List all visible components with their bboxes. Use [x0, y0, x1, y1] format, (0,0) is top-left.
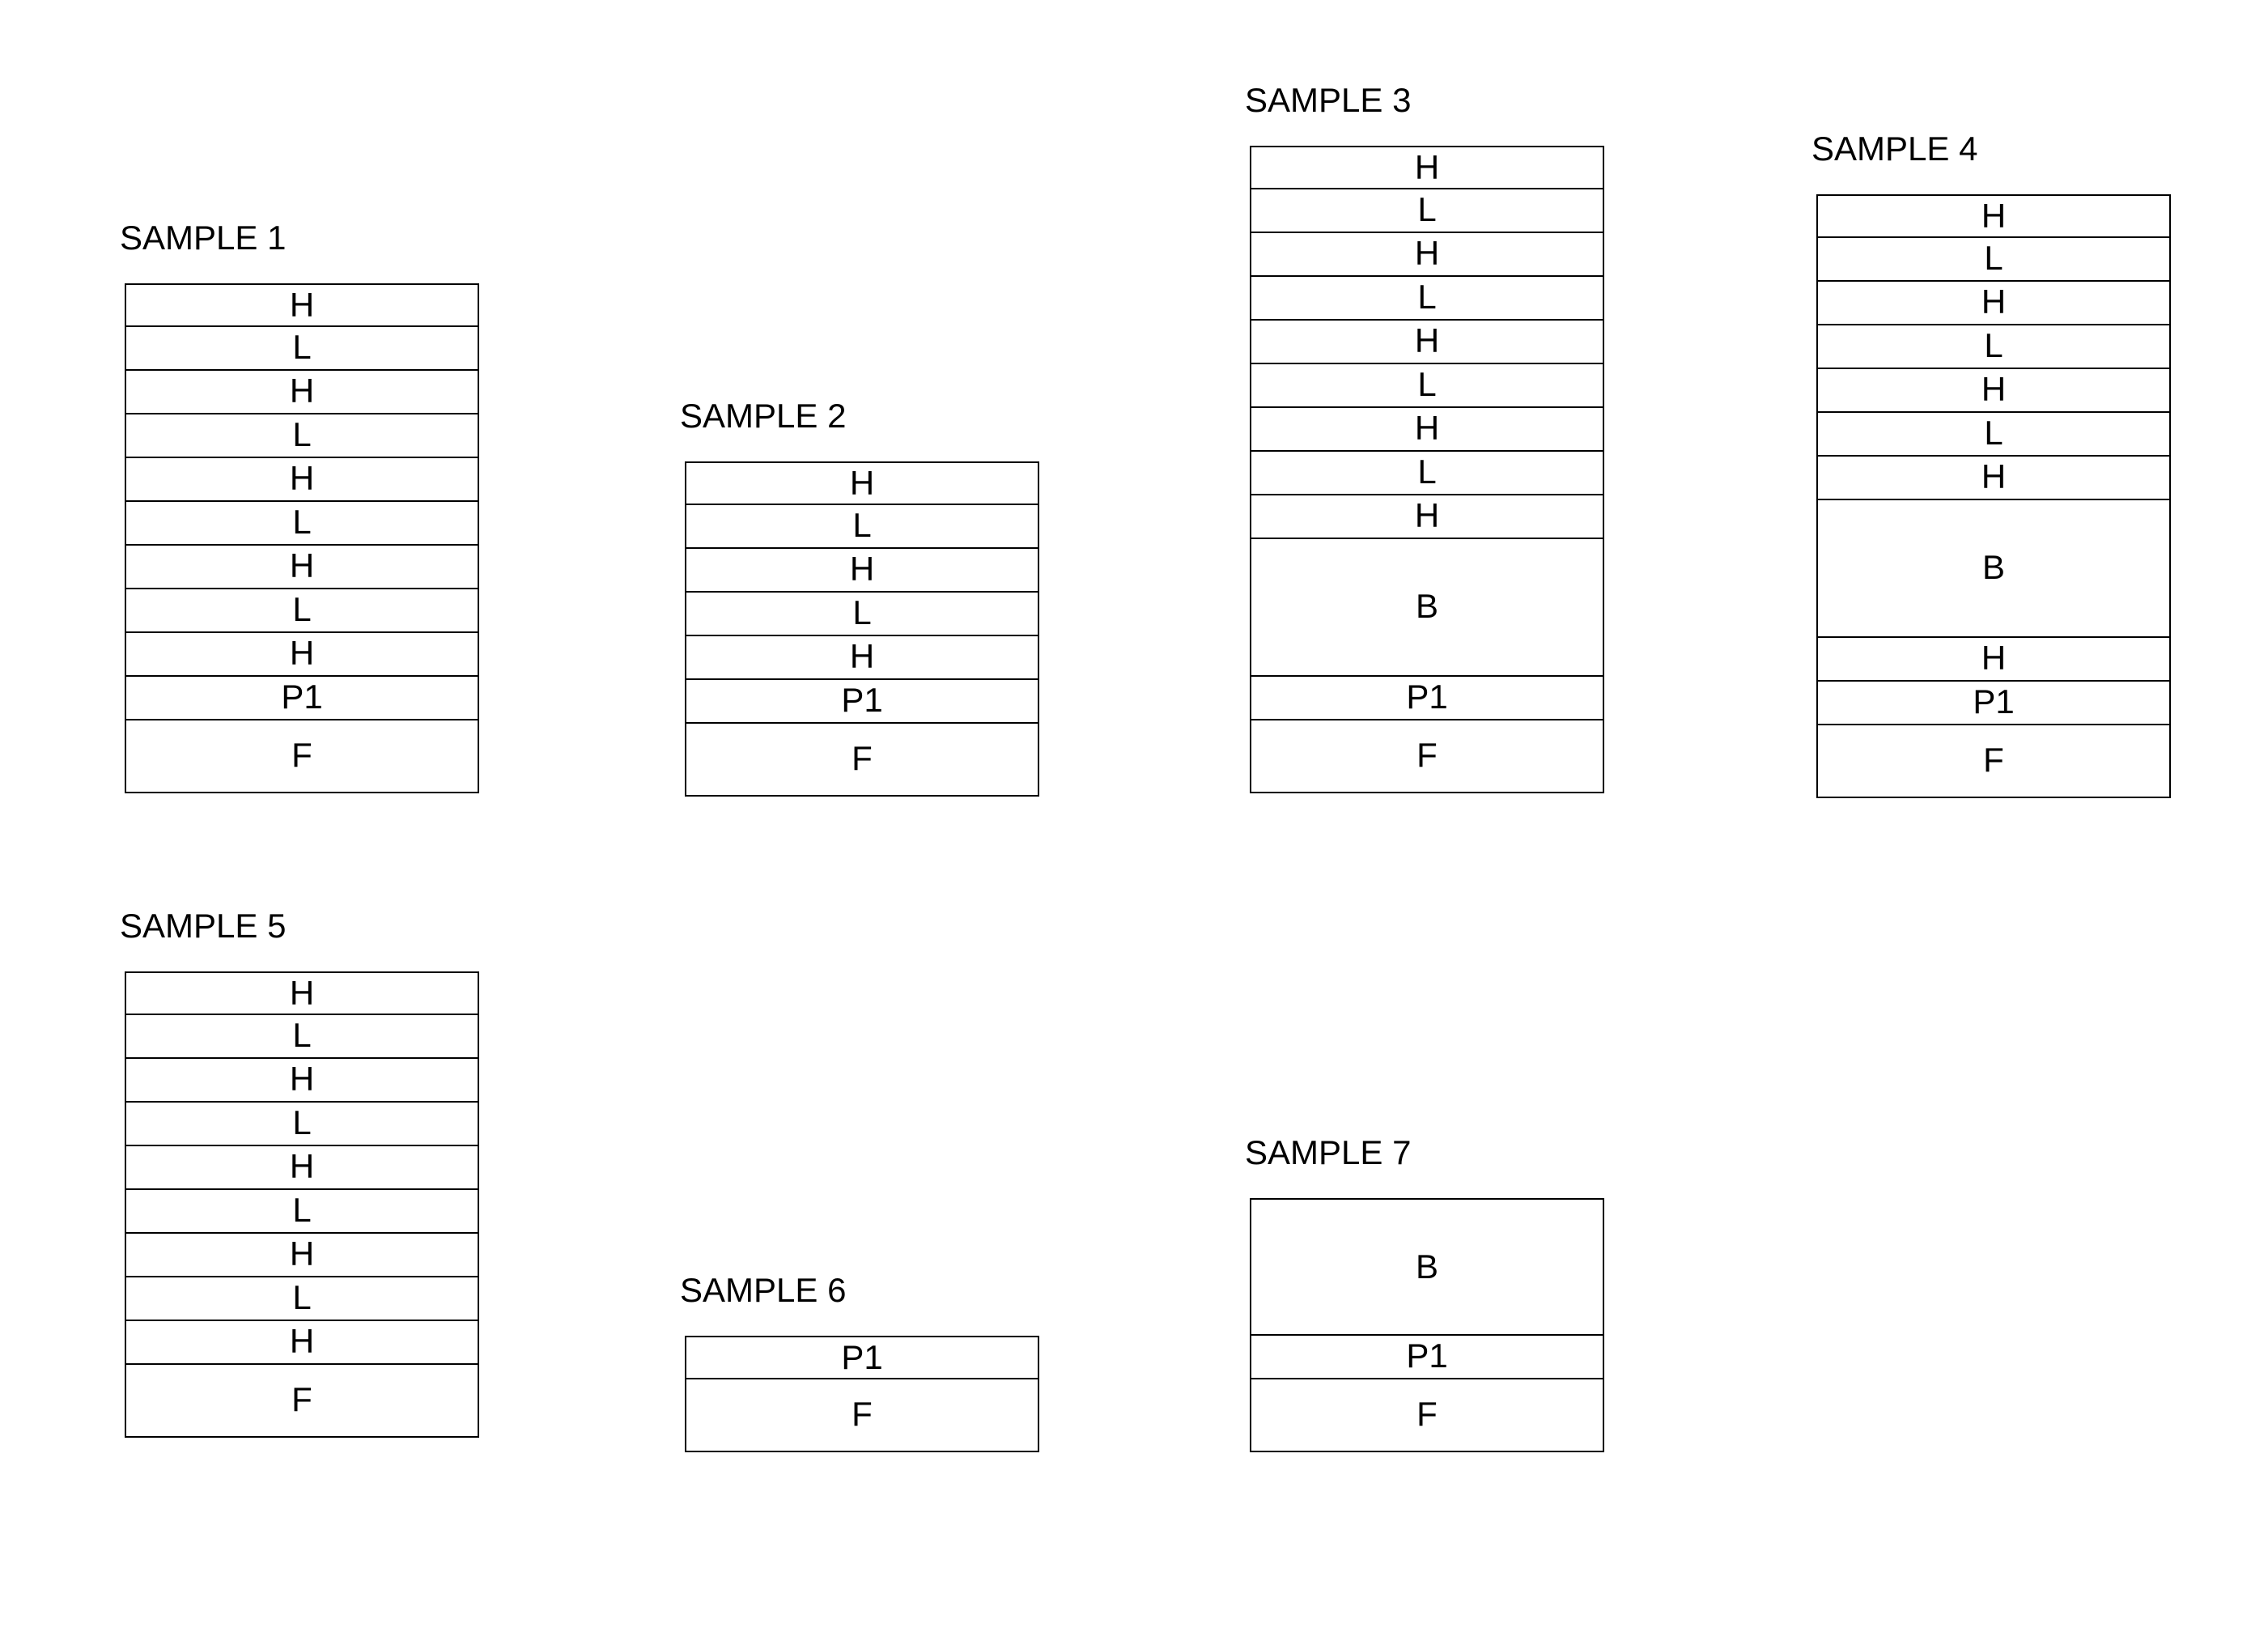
sample-2-row-5: P1	[685, 680, 1039, 724]
sample-4-row-10: F	[1816, 725, 2171, 798]
sample-3-row-2: H	[1250, 233, 1604, 277]
sample-3-row-9: B	[1250, 539, 1604, 677]
sample-7-row-2: F	[1250, 1379, 1604, 1452]
sample-1-row-5: L	[125, 502, 479, 546]
sample-1-row-4: H	[125, 458, 479, 502]
sample-1-row-8: H	[125, 633, 479, 677]
sample-5-row-0: H	[125, 971, 479, 1015]
sample-5-row-8: H	[125, 1321, 479, 1365]
sample-4-row-0: H	[1816, 194, 2171, 238]
sample-5-stack: HLHLHLHLHF	[125, 971, 479, 1438]
sample-4-row-5: L	[1816, 413, 2171, 457]
sample-2-row-4: H	[685, 636, 1039, 680]
sample-4-row-7: B	[1816, 500, 2171, 638]
sample-1-row-2: H	[125, 371, 479, 414]
sample-1-row-3: L	[125, 414, 479, 458]
sample-2-row-3: L	[685, 593, 1039, 636]
sample-4-row-1: L	[1816, 238, 2171, 282]
sample-1-row-0: H	[125, 283, 479, 327]
sample-3-row-0: H	[1250, 146, 1604, 189]
sample-3-row-8: H	[1250, 495, 1604, 539]
sample-2-row-2: H	[685, 549, 1039, 593]
sample-3-row-6: H	[1250, 408, 1604, 452]
sample-1-stack: HLHLHLHLHP1F	[125, 283, 479, 793]
sample-3-row-4: H	[1250, 321, 1604, 364]
sample-6-row-1: F	[685, 1379, 1039, 1452]
sample-2-row-1: L	[685, 505, 1039, 549]
sample-4-title: SAMPLE 4	[1811, 130, 1977, 168]
sample-7-row-1: P1	[1250, 1336, 1604, 1379]
sample-5-row-6: H	[125, 1234, 479, 1277]
sample-1-row-6: H	[125, 546, 479, 589]
sample-4-row-6: H	[1816, 457, 2171, 500]
sample-3-row-1: L	[1250, 189, 1604, 233]
sample-2-row-6: F	[685, 724, 1039, 797]
sample-7-row-0: B	[1250, 1198, 1604, 1336]
sample-6-stack: P1F	[685, 1336, 1039, 1452]
sample-5-row-2: H	[125, 1059, 479, 1103]
sample-5-row-9: F	[125, 1365, 479, 1438]
sample-4-row-9: P1	[1816, 682, 2171, 725]
sample-5-row-5: L	[125, 1190, 479, 1234]
sample-1-row-7: L	[125, 589, 479, 633]
sample-3-row-7: L	[1250, 452, 1604, 495]
sample-3-row-11: F	[1250, 720, 1604, 793]
sample-4-row-8: H	[1816, 638, 2171, 682]
sample-5-row-1: L	[125, 1015, 479, 1059]
sample-5-row-3: L	[125, 1103, 479, 1146]
sample-3-stack: HLHLHLHLHBP1F	[1250, 146, 1604, 793]
sample-3-row-10: P1	[1250, 677, 1604, 720]
sample-6-title: SAMPLE 6	[680, 1271, 846, 1310]
sample-7-title: SAMPLE 7	[1245, 1133, 1411, 1172]
sample-2-row-0: H	[685, 461, 1039, 505]
sample-5-row-4: H	[125, 1146, 479, 1190]
sample-3-row-3: L	[1250, 277, 1604, 321]
sample-2-title: SAMPLE 2	[680, 397, 846, 436]
sample-1-row-9: P1	[125, 677, 479, 720]
sample-1-row-1: L	[125, 327, 479, 371]
diagram-canvas: SAMPLE 1HLHLHLHLHP1FSAMPLE 2HLHLHP1FSAMP…	[0, 0, 2268, 1649]
sample-1-row-10: F	[125, 720, 479, 793]
sample-2-stack: HLHLHP1F	[685, 461, 1039, 797]
sample-4-row-4: H	[1816, 369, 2171, 413]
sample-4-row-2: H	[1816, 282, 2171, 325]
sample-7-stack: BP1F	[1250, 1198, 1604, 1452]
sample-5-title: SAMPLE 5	[120, 907, 286, 946]
sample-1-title: SAMPLE 1	[120, 219, 286, 257]
sample-3-title: SAMPLE 3	[1245, 81, 1411, 120]
sample-3-row-5: L	[1250, 364, 1604, 408]
sample-4-stack: HLHLHLHBHP1F	[1816, 194, 2171, 798]
sample-6-row-0: P1	[685, 1336, 1039, 1379]
sample-5-row-7: L	[125, 1277, 479, 1321]
sample-4-row-3: L	[1816, 325, 2171, 369]
